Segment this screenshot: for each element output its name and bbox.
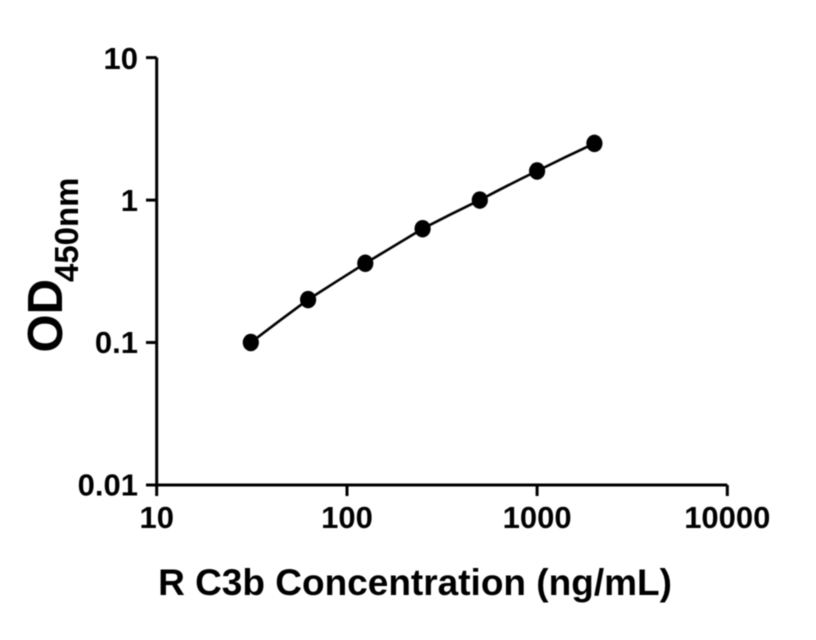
svg-text:0.1: 0.1 [95, 325, 138, 360]
svg-text:0.01: 0.01 [78, 468, 138, 503]
svg-text:1000: 1000 [503, 500, 572, 535]
svg-text:10000: 10000 [684, 500, 770, 535]
svg-text:1: 1 [121, 183, 138, 218]
svg-text:100: 100 [321, 500, 373, 535]
svg-text:10: 10 [104, 41, 138, 76]
svg-text:10: 10 [139, 500, 173, 535]
svg-text:OD450nm: OD450nm [19, 177, 85, 352]
